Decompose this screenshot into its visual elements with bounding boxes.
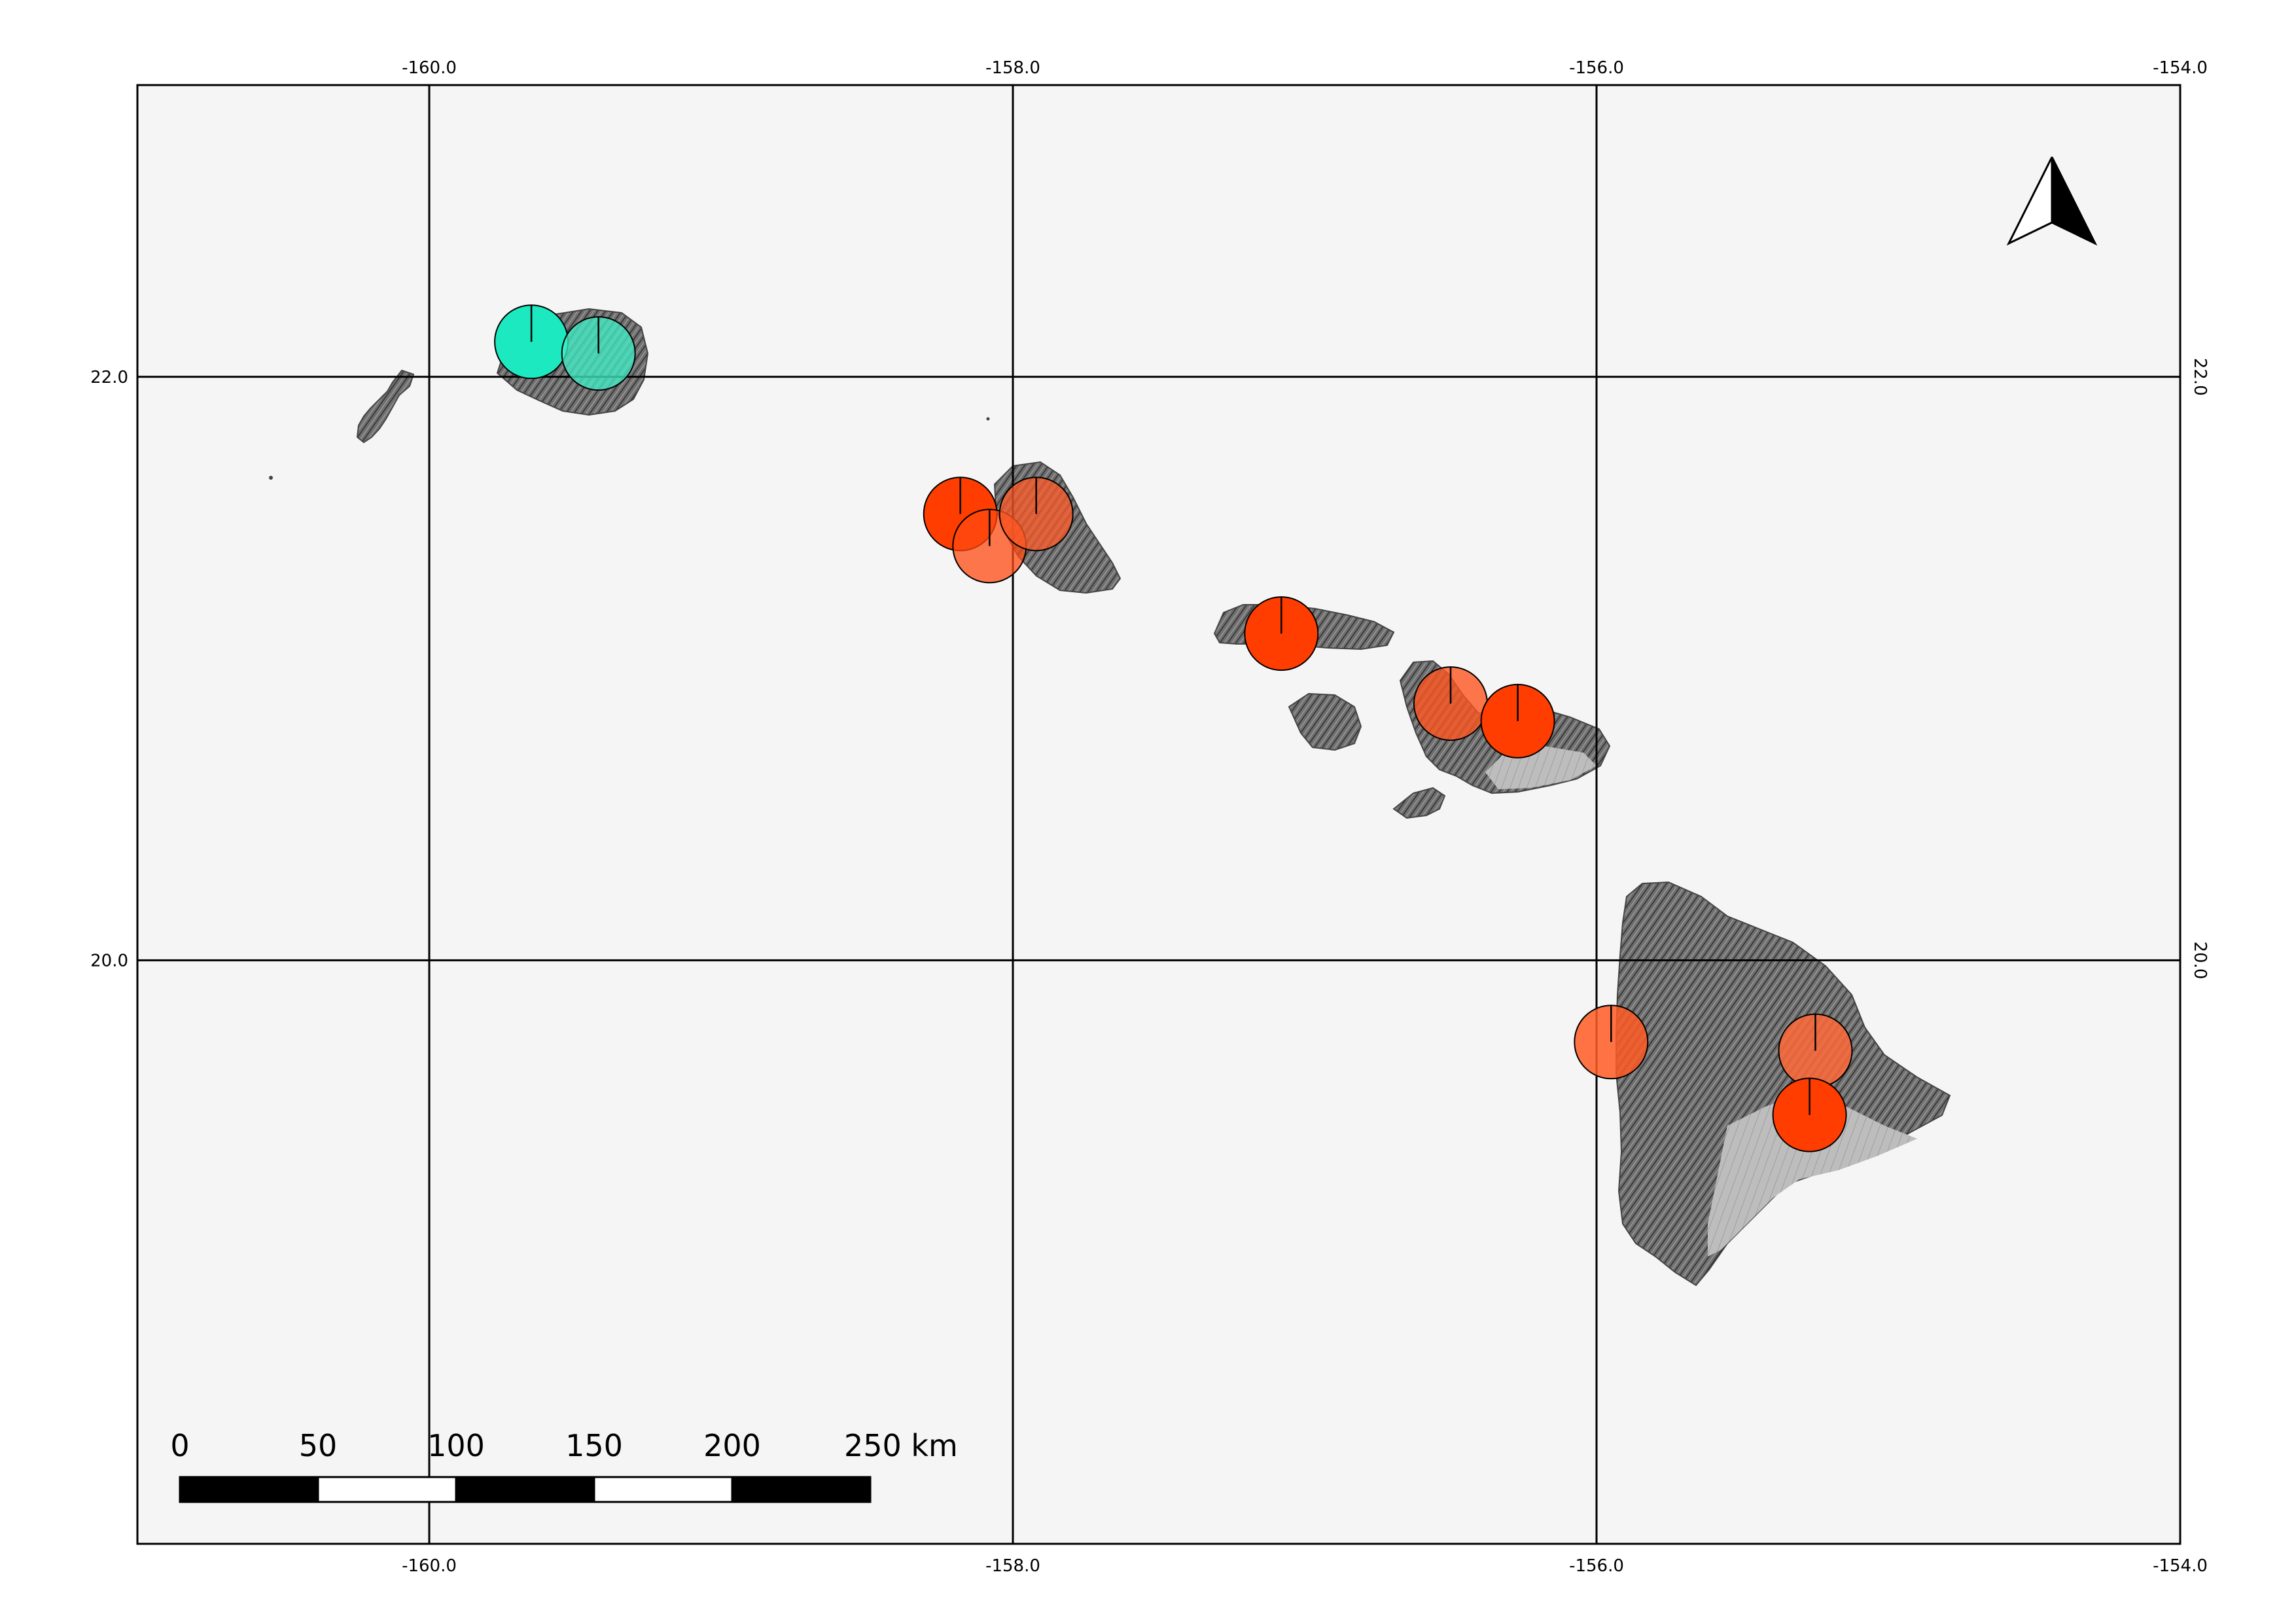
lat-label-right: 22.0: [2190, 358, 2210, 396]
islet-oahu-north: [986, 417, 990, 421]
scale-bar-label: 250 km: [844, 1428, 958, 1463]
scale-bar-label: 50: [299, 1428, 338, 1463]
lon-label-bottom: -158.0: [985, 1556, 1040, 1576]
lat-label-right: 20.0: [2190, 941, 2210, 979]
lon-label-top: -154.0: [2153, 58, 2208, 78]
lon-label-top: -156.0: [1569, 58, 1624, 78]
lat-label-left: 20.0: [90, 951, 128, 971]
station-marker[interactable]: [1778, 1013, 1853, 1088]
scale-bar-label: 200: [703, 1428, 761, 1463]
station-marker[interactable]: [561, 316, 636, 391]
station-marker[interactable]: [998, 476, 1074, 552]
scale-bar-segment: [179, 1476, 319, 1503]
scale-bar: 0 50 100 150 200 250 km: [170, 1428, 958, 1503]
lon-label-bottom: -154.0: [2153, 1556, 2208, 1576]
station-marker[interactable]: [1413, 666, 1488, 741]
station-marker[interactable]: [1772, 1077, 1847, 1152]
island-hawaii-lowland: [1708, 1093, 1917, 1257]
island-kahoolawe: [1392, 787, 1446, 819]
station-marker[interactable]: [494, 304, 569, 380]
scale-bar-label: 100: [427, 1428, 485, 1463]
station-marker[interactable]: [1480, 683, 1555, 758]
markers-layer: [494, 304, 1853, 1152]
graticule: [137, 85, 2180, 1544]
scale-bar-segment: [593, 1476, 733, 1503]
lon-label-top: -160.0: [402, 58, 457, 78]
lon-label-bottom: -156.0: [1569, 1556, 1624, 1576]
station-marker[interactable]: [1574, 1005, 1649, 1080]
lat-label-left: 22.0: [90, 368, 128, 387]
map-frame: [136, 84, 2181, 1545]
scale-bar-label: 0: [170, 1428, 189, 1463]
scale-bar-segment: [455, 1476, 595, 1503]
scale-bar-segment: [731, 1476, 872, 1503]
lon-label-bottom: -160.0: [402, 1556, 457, 1576]
graticule-labels: -160.0 -160.0 -158.0 -158.0 -156.0 -156.0 -154…: [90, 58, 2210, 1576]
scale-bar-segment: [317, 1476, 457, 1503]
island-niihau: [356, 369, 415, 444]
lon-label-top: -158.0: [985, 58, 1040, 78]
island-lanai: [1288, 692, 1362, 751]
station-marker[interactable]: [1244, 596, 1319, 671]
scale-bar-label: 150: [565, 1428, 623, 1463]
north-arrow-icon: [2006, 156, 2098, 246]
islet-west: [269, 476, 273, 480]
